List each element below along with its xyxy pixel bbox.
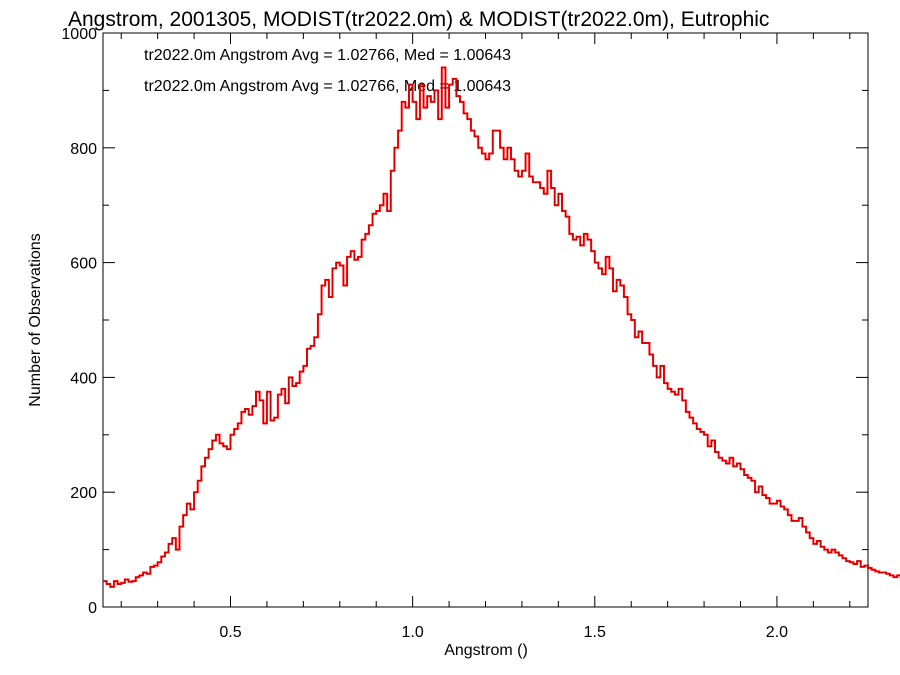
- histogram-step-outline: [103, 67, 900, 588]
- y-tick-label: 1000: [61, 26, 97, 43]
- x-tick-label: 1.5: [584, 624, 606, 641]
- plot-frame: [102, 32, 869, 608]
- y-tick-label: 600: [70, 256, 97, 273]
- y-tick-labels: 0 200 400 600 800 1000: [61, 26, 97, 617]
- x-tick-labels: 0.5 1.0 1.5 2.0: [219, 624, 788, 641]
- y-tick-label: 200: [70, 485, 97, 502]
- x-tick-label: 1.0: [402, 624, 424, 641]
- stats-annotation-black: tr2022.0m Angstrom Avg = 1.02766, Med = …: [144, 47, 511, 64]
- chart-title: Angstrom, 2001305, MODIST(tr2022.0m) & M…: [68, 8, 769, 31]
- y-tick-label: 400: [70, 370, 97, 387]
- plot-area: [102, 32, 869, 608]
- y-tick-label: 800: [70, 141, 97, 158]
- x-tick-label: 2.0: [766, 624, 788, 641]
- histogram-step-line: [103, 66, 900, 588]
- y-tick-label: 0: [88, 600, 97, 617]
- y-axis-label: Number of Observations: [27, 233, 44, 406]
- x-axis-label: Angstrom (): [444, 642, 528, 659]
- x-tick-label: 0.5: [219, 624, 241, 641]
- histogram-series: [103, 66, 900, 588]
